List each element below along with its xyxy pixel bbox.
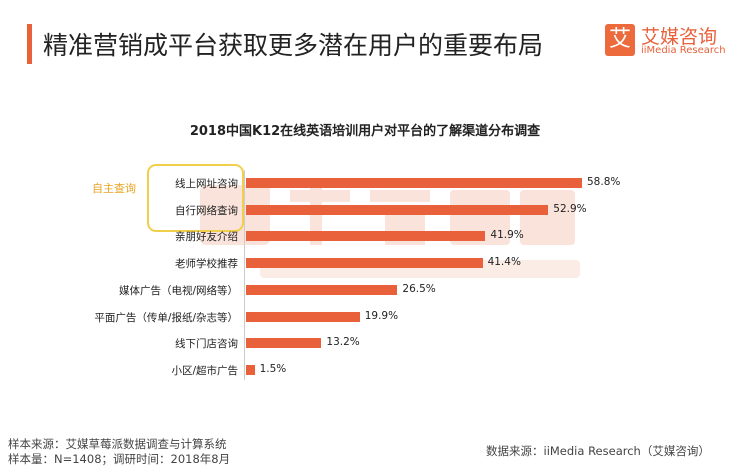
bar xyxy=(246,364,255,375)
value-label: 13.2% xyxy=(326,336,360,349)
logo-icon: 艾 xyxy=(605,24,635,56)
value-label: 19.9% xyxy=(364,309,399,322)
value-label: 58.8% xyxy=(587,176,621,188)
bar xyxy=(246,338,322,349)
value-label: 41.4% xyxy=(487,256,521,269)
data-source: 数据来源：iiMedia Research（艾媒咨询） xyxy=(486,444,710,458)
group-highlight xyxy=(147,164,244,232)
sample-source: 样本来源：艾媒草莓派数据调查与计算系统 xyxy=(8,437,227,451)
bar xyxy=(246,204,549,215)
value-label: 1.5% xyxy=(259,362,287,375)
chart-title: 2018中国K12在线英语培训用户对平台的了解渠道分布调查 xyxy=(189,124,541,139)
category-label: 媒体广告（电视/网络等） xyxy=(118,284,238,297)
bar xyxy=(246,178,582,188)
logo-subtext: iiMedia Research xyxy=(641,45,726,56)
bar xyxy=(246,231,486,242)
bar xyxy=(246,311,360,322)
page-title: 精准营销成平台获取更多潜在用户的重要布局 xyxy=(43,31,544,60)
value-label: 41.9% xyxy=(490,229,524,242)
category-label: 小区/超市广告 xyxy=(171,364,238,377)
bar xyxy=(246,284,398,295)
y-axis xyxy=(244,170,245,380)
category-label: 线下门店咨询 xyxy=(175,338,238,351)
category-label: 亲朋好友介绍 xyxy=(175,231,238,244)
title-accent-bar xyxy=(27,24,32,64)
value-label: 26.5% xyxy=(402,282,436,295)
logo-text: 艾媒咨询 xyxy=(641,26,718,48)
category-label: 自行网络查询 xyxy=(175,204,238,217)
category-label: 平面广告（传单/报纸/杂志等） xyxy=(94,311,238,324)
group-label: 自主查询 xyxy=(92,182,136,195)
bar xyxy=(246,258,483,269)
value-label: 52.9% xyxy=(553,202,587,215)
category-label: 老师学校推荐 xyxy=(175,258,238,271)
sample-size: 样本量：N=1408；调研时间：2018年8月 xyxy=(8,452,231,466)
category-label: 线上网址咨询 xyxy=(175,178,238,190)
